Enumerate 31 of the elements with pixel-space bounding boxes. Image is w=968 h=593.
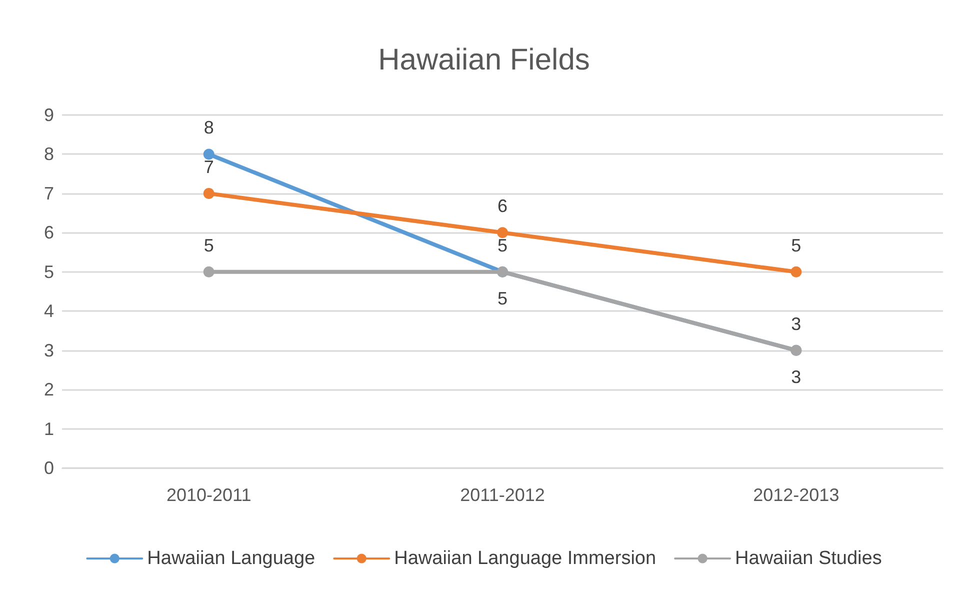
data-label: 7 <box>204 156 214 177</box>
y-tick-label: 1 <box>44 418 54 439</box>
data-label: 5 <box>497 288 508 308</box>
data-label: 6 <box>497 196 508 216</box>
y-tick-label: 7 <box>44 183 54 204</box>
point <box>203 148 214 160</box>
legend-label: Hawaiian Language Immersion <box>394 548 656 569</box>
data-label: 5 <box>204 235 214 256</box>
y-tick-label: 3 <box>44 340 54 360</box>
y-tick-label: 9 <box>44 105 54 125</box>
y-tick-label: 6 <box>44 222 54 243</box>
y-tick-label: 2 <box>44 380 54 400</box>
chart-title: Hawaiian Fields <box>378 44 590 76</box>
legend-label: Hawaiian Language <box>147 548 316 569</box>
y-tick-label: 8 <box>44 144 54 164</box>
x-tick-label: 2012-2013 <box>753 485 840 505</box>
legend-label: Hawaiian Studies <box>735 548 882 569</box>
data-label: 3 <box>791 366 802 387</box>
y-tick-label: 0 <box>44 458 54 478</box>
y-tick-label: 4 <box>44 301 54 322</box>
y-tick-label: 5 <box>44 262 54 282</box>
x-tick-label: 2011-2012 <box>460 485 545 505</box>
data-label: 5 <box>791 235 802 256</box>
data-label: 3 <box>791 314 802 334</box>
point <box>497 227 508 238</box>
x-tick-label: 2010-2011 <box>166 485 252 505</box>
point <box>790 266 802 278</box>
point <box>203 188 214 199</box>
point <box>203 266 214 278</box>
data-label: 5 <box>497 235 508 256</box>
data-label: 8 <box>204 118 214 138</box>
